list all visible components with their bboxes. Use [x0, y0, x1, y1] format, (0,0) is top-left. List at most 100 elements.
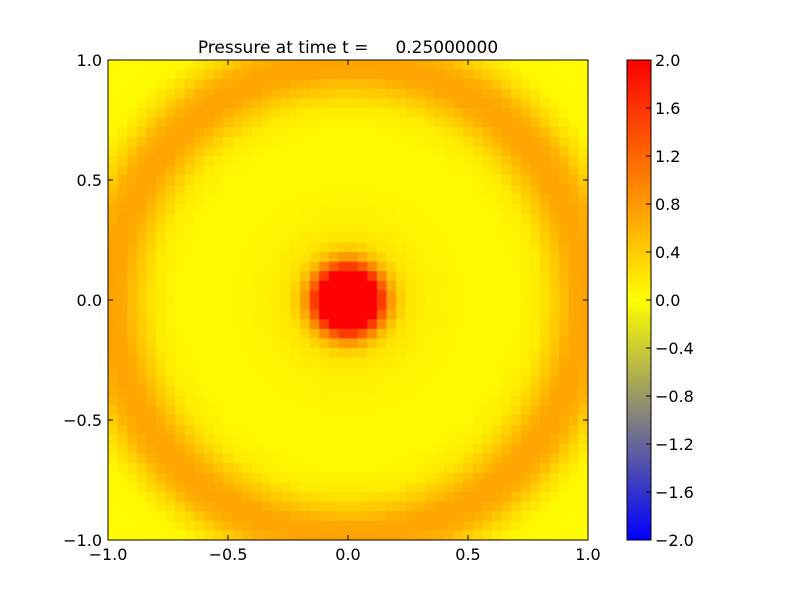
heatmap-cell [482, 453, 493, 464]
heatmap-cell [376, 482, 387, 493]
heatmap-cell [136, 213, 147, 224]
heatmap-cell [492, 424, 502, 435]
heatmap-cell [280, 232, 291, 243]
heatmap-cell [309, 396, 320, 406]
heatmap-cell [578, 309, 589, 320]
heatmap-cell [261, 376, 272, 387]
heatmap-cell [204, 204, 214, 214]
heatmap-cell [405, 405, 416, 416]
heatmap-cell [530, 252, 541, 262]
heatmap-cell [184, 146, 195, 157]
heatmap-cell [434, 213, 445, 224]
heatmap-cell [290, 146, 301, 157]
heatmap-cell [175, 511, 186, 522]
heatmap-cell [280, 60, 291, 70]
heatmap-cell [117, 252, 128, 262]
heatmap-cell [463, 309, 474, 320]
heatmap-cell [146, 376, 157, 387]
heatmap-cell [568, 242, 579, 253]
heatmap-cell [194, 117, 205, 128]
heatmap-cell [328, 520, 339, 531]
heatmap-cell [184, 511, 195, 522]
heatmap-cell [434, 261, 445, 272]
heatmap-cell [146, 444, 157, 454]
heatmap-cell [338, 396, 349, 406]
heatmap-cell [386, 232, 397, 243]
heatmap-cell [396, 472, 406, 483]
heatmap-cell [482, 376, 493, 387]
heatmap-cell [424, 309, 435, 320]
heatmap-cell [386, 386, 397, 397]
heatmap-cell [300, 69, 310, 80]
heatmap-cell [549, 444, 560, 454]
heatmap-cell [108, 520, 118, 531]
heatmap-cell [405, 184, 416, 195]
heatmap-cell [271, 357, 282, 368]
heatmap-cell [271, 117, 282, 128]
heatmap-cell [444, 415, 454, 426]
heatmap-cell [492, 405, 502, 416]
heatmap-cell [261, 242, 272, 253]
heatmap-cell [165, 309, 176, 320]
heatmap-cell [482, 194, 493, 205]
heatmap-cell [165, 117, 176, 128]
heatmap-cell [252, 127, 262, 138]
heatmap-cell [338, 156, 349, 166]
heatmap-cell [511, 136, 522, 147]
heatmap-cell [252, 117, 262, 128]
heatmap-cell [472, 424, 483, 435]
heatmap-cell [568, 223, 579, 234]
heatmap-cell [136, 252, 147, 262]
heatmap-cell [165, 444, 176, 454]
heatmap-cell [578, 156, 589, 166]
heatmap-cell [136, 472, 147, 483]
heatmap-cell [357, 79, 368, 90]
heatmap-cell [223, 501, 234, 512]
heatmap-cell [463, 511, 474, 522]
heatmap-cell [501, 338, 512, 349]
heatmap-cell [530, 232, 541, 243]
heatmap-cell [165, 300, 176, 310]
heatmap-cell [434, 338, 445, 349]
heatmap-cell [242, 175, 253, 186]
heatmap-cell [271, 492, 282, 502]
heatmap-cell [300, 156, 310, 166]
heatmap-cell [232, 79, 243, 90]
heatmap-cell [559, 520, 570, 531]
heatmap-cell [232, 146, 243, 157]
heatmap-cell [424, 69, 435, 80]
heatmap-cell [319, 194, 330, 205]
heatmap-cell [117, 530, 128, 541]
heatmap-cell [261, 424, 272, 435]
heatmap-cell [482, 165, 493, 176]
heatmap-cell [386, 79, 397, 90]
heatmap-cell [405, 376, 416, 387]
heatmap-cell [280, 424, 291, 435]
heatmap-cell [559, 223, 570, 234]
heatmap-cell [319, 108, 330, 118]
heatmap-cell [175, 309, 186, 320]
heatmap-cell [165, 482, 176, 493]
heatmap-cell [213, 175, 224, 186]
heatmap-cell [396, 146, 406, 157]
heatmap-cell [520, 501, 531, 512]
heatmap-cell [453, 88, 464, 99]
heatmap-cell [194, 492, 205, 502]
heatmap-cell [415, 271, 426, 282]
heatmap-cell [463, 290, 474, 301]
heatmap-cell [405, 136, 416, 147]
heatmap-cell [424, 530, 435, 541]
heatmap-cell [415, 453, 426, 464]
heatmap-cell [511, 338, 522, 349]
heatmap-cell [271, 88, 282, 99]
heatmap-cell [300, 367, 310, 378]
heatmap-cell [463, 357, 474, 368]
heatmap-cell [530, 511, 541, 522]
heatmap-cell [213, 213, 224, 224]
heatmap-cell [530, 338, 541, 349]
heatmap-cell [232, 444, 243, 454]
heatmap-cell [492, 472, 502, 483]
heatmap-cell [501, 405, 512, 416]
heatmap-cell [434, 156, 445, 166]
heatmap-cell [568, 261, 579, 272]
